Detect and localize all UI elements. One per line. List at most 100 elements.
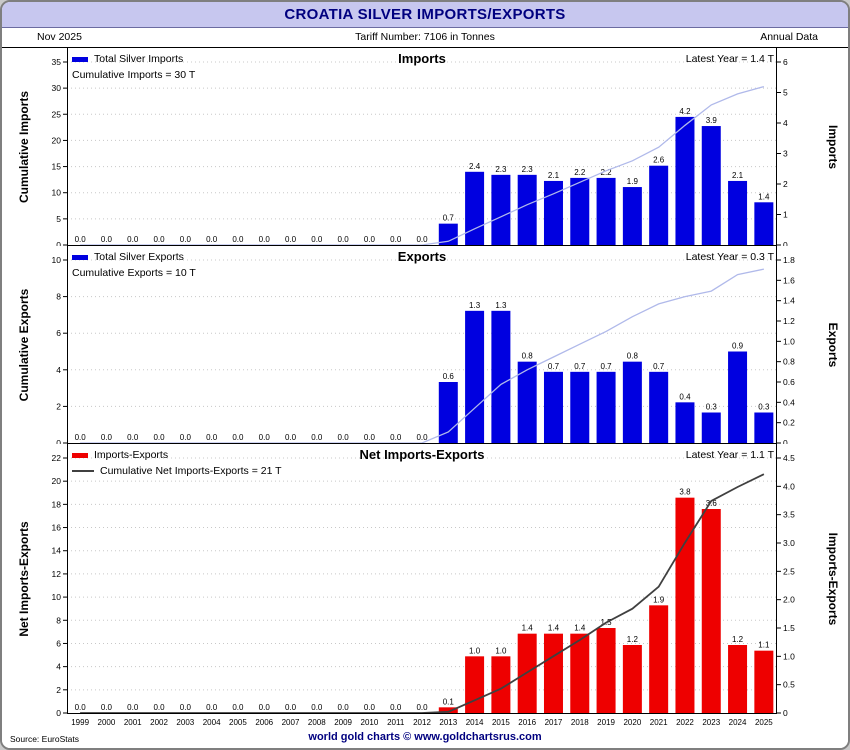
exports-legend-swatch [72,254,88,260]
footer: Source: EuroStats world gold charts © ww… [2,730,848,748]
svg-text:1.2: 1.2 [627,635,639,644]
page-title-text: CROATIA SILVER IMPORTS/EXPORTS [284,6,566,23]
svg-text:1.9: 1.9 [653,595,665,604]
svg-text:0.0: 0.0 [127,235,139,244]
svg-text:2004: 2004 [203,718,221,727]
exports-latest-label: Latest Year = 0.3 T [685,251,774,263]
svg-text:0.0: 0.0 [206,433,218,442]
net-legend-label: Imports-Exports [94,449,169,461]
svg-text:5: 5 [56,214,61,224]
svg-text:0.0: 0.0 [232,433,244,442]
svg-text:0.0: 0.0 [232,235,244,244]
svg-text:2006: 2006 [255,718,273,727]
svg-text:2.1: 2.1 [548,171,560,180]
svg-text:0.7: 0.7 [653,362,665,371]
svg-text:2022: 2022 [676,718,694,727]
svg-text:1.4: 1.4 [783,296,795,306]
svg-text:0.0: 0.0 [259,703,271,712]
exports-left-axis-title: Cumulative Exports [17,288,31,402]
tariff-label: Tariff Number: 7106 in Tonnes [355,31,495,43]
imports-legend-label: Total Silver Imports [94,53,184,65]
svg-text:15: 15 [52,162,62,172]
svg-text:1.0: 1.0 [469,646,481,655]
svg-text:0.0: 0.0 [338,235,350,244]
svg-text:0.8: 0.8 [627,352,639,361]
svg-text:2007: 2007 [282,718,300,727]
svg-text:0.0: 0.0 [206,703,218,712]
svg-text:0.5: 0.5 [783,680,795,690]
svg-text:1.5: 1.5 [783,623,795,633]
svg-text:4: 4 [56,662,61,672]
date-label: Nov 2025 [37,31,82,43]
svg-text:1.2: 1.2 [783,316,795,326]
net-right-axis-title: Imports-Exports [826,532,840,626]
svg-text:2.2: 2.2 [574,168,586,177]
svg-text:0.0: 0.0 [390,703,402,712]
imports-chart: 0.0 0.0 0.0 0.0 0.0 0.0 0.0 0.0 0.0 0.0 0.0 0.0 0.0 0… [52,48,788,246]
exports-panel-title: Exports [397,249,447,264]
svg-text:0.0: 0.0 [101,433,113,442]
svg-text:25: 25 [52,109,62,119]
svg-text:0.0: 0.0 [127,433,139,442]
svg-text:2015: 2015 [492,718,510,727]
svg-text:0.0: 0.0 [364,703,376,712]
svg-text:0.8: 0.8 [783,357,795,367]
svg-text:0.0: 0.0 [75,703,87,712]
svg-text:2012: 2012 [413,718,431,727]
svg-text:0.0: 0.0 [311,703,323,712]
svg-text:2.6: 2.6 [653,156,665,165]
svg-text:0.0: 0.0 [285,235,297,244]
net-cumulative-label: Cumulative Net Imports-Exports = 21 T [100,465,282,477]
net-cumulative-line-swatch [72,470,94,472]
svg-text:2002: 2002 [150,718,168,727]
svg-text:0.0: 0.0 [180,433,192,442]
frequency-label: Annual Data [760,31,818,43]
svg-text:0.0: 0.0 [180,703,192,712]
exports-legend-label: Total Silver Exports [94,251,184,263]
imports-legend: Total Silver Imports Cumulative Imports … [72,51,195,83]
svg-text:0.0: 0.0 [364,433,376,442]
imports-legend-swatch [72,56,88,62]
svg-text:8: 8 [56,615,61,625]
net-panel-title: Net Imports-Exports [359,447,485,462]
svg-text:0.0: 0.0 [127,703,139,712]
svg-text:0.0: 0.0 [416,433,428,442]
svg-text:2.1: 2.1 [732,171,744,180]
svg-text:10: 10 [52,592,62,602]
svg-text:3.8: 3.8 [679,488,691,497]
svg-text:3.6: 3.6 [706,499,718,508]
svg-text:2017: 2017 [545,718,563,727]
svg-text:1.3: 1.3 [469,301,481,310]
svg-text:3.9: 3.9 [706,116,718,125]
svg-text:6: 6 [783,57,788,67]
svg-text:2019: 2019 [597,718,615,727]
svg-text:5: 5 [783,88,788,98]
svg-text:4: 4 [783,118,788,128]
svg-text:0.1: 0.1 [443,697,455,706]
svg-text:1.4: 1.4 [548,624,560,633]
imports-panel-title: Imports [398,51,446,66]
svg-text:1: 1 [783,210,788,220]
svg-text:0.0: 0.0 [311,433,323,442]
svg-text:10: 10 [52,255,62,265]
svg-text:2024: 2024 [729,718,747,727]
svg-text:2.2: 2.2 [601,168,613,177]
svg-text:3.5: 3.5 [783,510,795,520]
svg-text:1.6: 1.6 [783,275,795,285]
svg-text:10: 10 [52,188,62,198]
svg-text:1.0: 1.0 [495,646,507,655]
svg-text:2018: 2018 [571,718,589,727]
svg-text:0.0: 0.0 [180,235,192,244]
svg-text:1999: 1999 [71,718,89,727]
net-imports-exports-chart: 0.0 0.0 0.0 0.0 0.0 0.0 0.0 0.0 0.0 0.0 0.0 0.0 0.0 0… [52,444,795,727]
svg-text:0.0: 0.0 [338,703,350,712]
svg-text:1.9: 1.9 [627,177,639,186]
imports-left-axis-title: Cumulative Imports [17,90,31,204]
svg-text:0.7: 0.7 [443,214,455,223]
svg-text:20: 20 [52,135,62,145]
svg-text:35: 35 [52,57,62,67]
svg-text:0: 0 [783,240,788,246]
svg-text:4: 4 [56,365,61,375]
svg-text:0.7: 0.7 [574,362,586,371]
